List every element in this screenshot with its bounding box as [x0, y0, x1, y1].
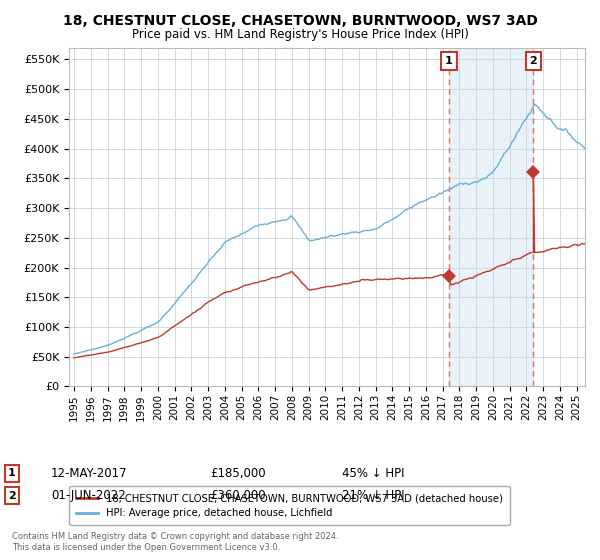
Legend: 18, CHESTNUT CLOSE, CHASETOWN, BURNTWOOD, WS7 3AD (detached house), HPI: Average: 18, CHESTNUT CLOSE, CHASETOWN, BURNTWOOD…	[69, 486, 510, 525]
Text: 18, CHESTNUT CLOSE, CHASETOWN, BURNTWOOD, WS7 3AD: 18, CHESTNUT CLOSE, CHASETOWN, BURNTWOOD…	[62, 14, 538, 28]
Text: 1: 1	[8, 468, 16, 478]
Text: 01-JUN-2022: 01-JUN-2022	[51, 489, 126, 502]
Text: £185,000: £185,000	[210, 466, 266, 480]
Text: 21% ↓ HPI: 21% ↓ HPI	[342, 489, 404, 502]
Text: 45% ↓ HPI: 45% ↓ HPI	[342, 466, 404, 480]
Text: 1: 1	[445, 55, 452, 66]
Text: 2: 2	[8, 491, 16, 501]
Bar	[449, 48, 533, 386]
Text: £360,000: £360,000	[210, 489, 266, 502]
Text: 2: 2	[530, 55, 537, 66]
Text: Contains HM Land Registry data © Crown copyright and database right 2024.
This d: Contains HM Land Registry data © Crown c…	[12, 532, 338, 552]
Text: Price paid vs. HM Land Registry's House Price Index (HPI): Price paid vs. HM Land Registry's House …	[131, 28, 469, 41]
Text: 12-MAY-2017: 12-MAY-2017	[51, 466, 128, 480]
